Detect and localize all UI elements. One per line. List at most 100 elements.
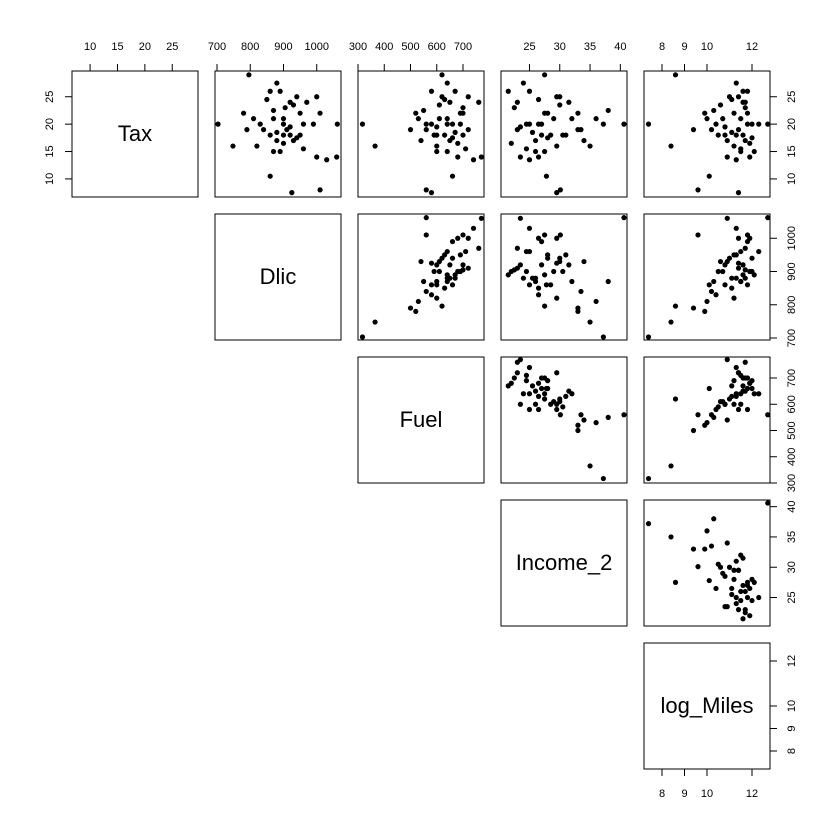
point (722, 282, 728, 288)
variable-name: Tax (118, 121, 152, 146)
point (535, 154, 542, 160)
x-tick-label: 600 (428, 41, 446, 53)
point (722, 604, 728, 610)
point (465, 265, 471, 271)
point (542, 375, 548, 381)
point (704, 298, 710, 305)
point (423, 288, 429, 295)
panel (214, 213, 342, 341)
x-tick-label: 12 (746, 788, 758, 800)
point (749, 121, 755, 127)
point (535, 393, 542, 399)
point (538, 238, 545, 245)
point (715, 132, 721, 138)
point (569, 391, 575, 397)
point (717, 258, 724, 265)
point (452, 88, 458, 94)
point (740, 616, 746, 622)
point (600, 475, 606, 482)
point (738, 146, 744, 152)
point (514, 370, 520, 376)
x-tick-label: 1000 (304, 41, 328, 53)
point (733, 80, 739, 86)
point (713, 585, 719, 592)
point (428, 121, 435, 127)
point (455, 235, 461, 241)
point (444, 121, 450, 127)
point (722, 401, 728, 407)
point (436, 102, 442, 108)
point (645, 121, 652, 127)
point (517, 262, 523, 268)
point (581, 417, 587, 423)
point (535, 292, 542, 298)
point (418, 137, 424, 144)
point (729, 383, 735, 389)
point (733, 132, 739, 138)
point (465, 94, 471, 100)
point (747, 585, 753, 592)
point (756, 248, 762, 255)
y-tick-label: 25 (786, 591, 798, 603)
point (270, 116, 277, 122)
x-tick-label: 10 (701, 788, 713, 800)
point (542, 396, 548, 402)
point (514, 359, 520, 365)
point (230, 143, 236, 149)
point (421, 278, 427, 285)
panel (643, 213, 771, 341)
point (749, 385, 755, 392)
point (733, 157, 739, 163)
point (287, 132, 293, 138)
point (708, 543, 715, 549)
point (695, 232, 701, 238)
point (436, 116, 442, 122)
point (434, 124, 440, 130)
point (526, 225, 533, 231)
point (428, 282, 435, 288)
point (526, 364, 533, 371)
point (702, 546, 708, 552)
point (575, 305, 581, 311)
point (742, 388, 748, 394)
point (442, 285, 448, 291)
point (274, 137, 280, 144)
point (449, 135, 456, 141)
x-tick-label: 10 (84, 41, 96, 53)
point (708, 127, 715, 133)
point (569, 116, 575, 122)
point (587, 463, 593, 469)
point (423, 127, 429, 133)
point (444, 248, 450, 255)
point (532, 275, 539, 281)
point (324, 157, 330, 163)
point (449, 173, 456, 179)
point (465, 235, 471, 241)
point (246, 72, 252, 78)
point (738, 588, 744, 595)
point (733, 225, 739, 231)
point (460, 105, 466, 111)
point (744, 110, 751, 116)
point (300, 146, 307, 152)
point (560, 132, 566, 138)
point (735, 260, 742, 266)
point (621, 121, 627, 127)
point (415, 298, 421, 305)
point (554, 235, 560, 241)
point (711, 516, 717, 522)
point (535, 96, 542, 103)
point (526, 282, 533, 288)
point (742, 588, 748, 595)
point (600, 121, 606, 127)
point (478, 215, 484, 221)
point (407, 305, 414, 311)
point (449, 238, 456, 245)
point (452, 272, 458, 278)
y-tick-label: 25 (786, 91, 798, 103)
point (717, 399, 724, 405)
x-tick-label: 700 (454, 41, 472, 53)
point (744, 121, 751, 127)
point (557, 258, 563, 265)
x-tick-label: 25 (166, 41, 178, 53)
